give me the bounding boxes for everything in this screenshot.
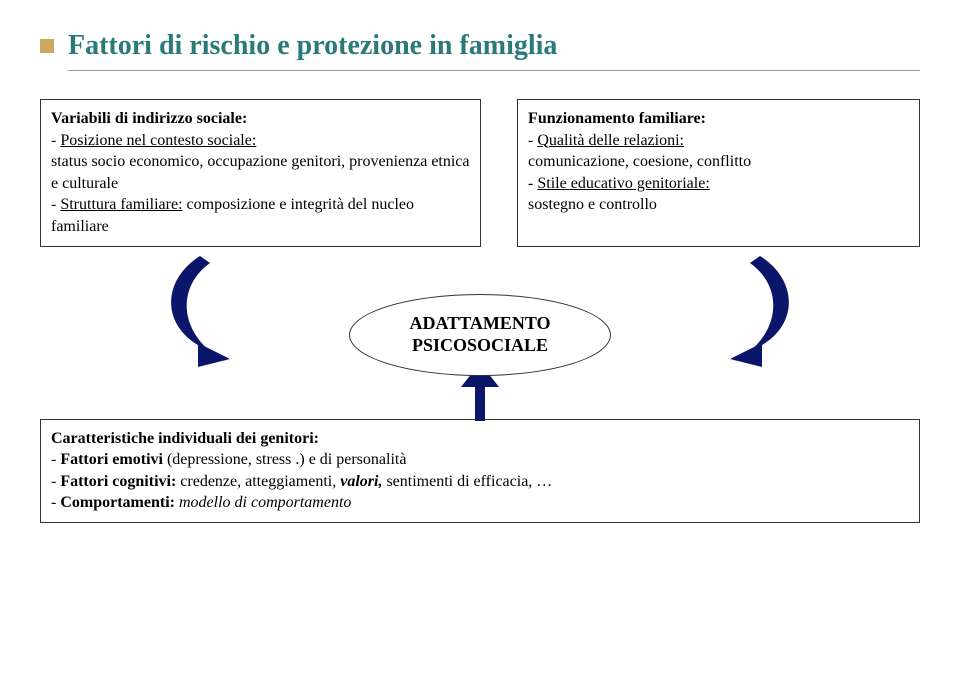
center-ellipse: ADATTAMENTO PSICOSOCIALE — [349, 294, 611, 376]
text-bold: Fattori emotivi — [60, 451, 163, 468]
text: sentimenti di efficacia, … — [382, 473, 552, 490]
text: (depressione, stress .) e di personalità — [163, 451, 406, 468]
arrow-left-icon — [150, 251, 300, 371]
text: - — [528, 132, 537, 149]
box-variabili-line1: - Posizione nel contesto sociale: — [51, 130, 470, 152]
text: - — [51, 494, 60, 511]
title-bullet — [40, 39, 54, 53]
text-underline: Posizione nel contesto sociale: — [60, 132, 256, 149]
text-italic: modello di comportamento — [175, 494, 351, 511]
box-variabili-line3: - Struttura familiare: composizione e in… — [51, 194, 470, 237]
box-funzionamento-heading: Funzionamento familiare: — [528, 108, 909, 130]
box-variabili-heading: Variabili di indirizzo sociale: — [51, 108, 470, 130]
page-title: Fattori di rischio e protezione in famig… — [68, 30, 557, 62]
box-caratteristiche-line2: - Fattori cognitivi: credenze, atteggiam… — [51, 471, 909, 493]
text: - — [51, 473, 60, 490]
text-bold: Fattori cognitivi: — [60, 473, 176, 490]
box-variabili-line2: status socio economico, occupazione geni… — [51, 151, 470, 194]
text-bold-italic: valori, — [340, 473, 382, 490]
box-caratteristiche: Caratteristiche individuali dei genitori… — [40, 419, 920, 523]
box-caratteristiche-line3: - Comportamenti: modello di comportament… — [51, 492, 909, 514]
text: - — [528, 175, 537, 192]
box-funzionamento-line4: sostegno e controllo — [528, 194, 909, 216]
box-variabili: Variabili di indirizzo sociale: - Posizi… — [40, 99, 481, 247]
text-underline: Struttura familiare: — [60, 196, 182, 213]
title-row: Fattori di rischio e protezione in famig… — [40, 30, 920, 62]
text: - — [51, 196, 60, 213]
box-funzionamento: Funzionamento familiare: - Qualità delle… — [517, 99, 920, 247]
text: credenze, atteggiamenti, — [176, 473, 340, 490]
center-area: ADATTAMENTO PSICOSOCIALE — [40, 255, 920, 415]
box-funzionamento-line2: comunicazione, coesione, conflitto — [528, 151, 909, 173]
center-label: ADATTAMENTO PSICOSOCIALE — [350, 313, 610, 356]
text-underline: Qualità delle relazioni: — [537, 132, 684, 149]
top-boxes-row: Variabili di indirizzo sociale: - Posizi… — [40, 99, 920, 247]
text: - — [51, 451, 60, 468]
text: - — [51, 132, 60, 149]
text-bold: Comportamenti: — [60, 494, 175, 511]
title-underline — [68, 70, 920, 71]
text-underline: Stile educativo genitoriale: — [537, 175, 709, 192]
box-caratteristiche-heading: Caratteristiche individuali dei genitori… — [51, 428, 909, 450]
arrow-right-icon — [660, 251, 810, 371]
box-caratteristiche-line1: - Fattori emotivi (depressione, stress .… — [51, 449, 909, 471]
box-funzionamento-line3: - Stile educativo genitoriale: — [528, 173, 909, 195]
box-funzionamento-line1: - Qualità delle relazioni: — [528, 130, 909, 152]
